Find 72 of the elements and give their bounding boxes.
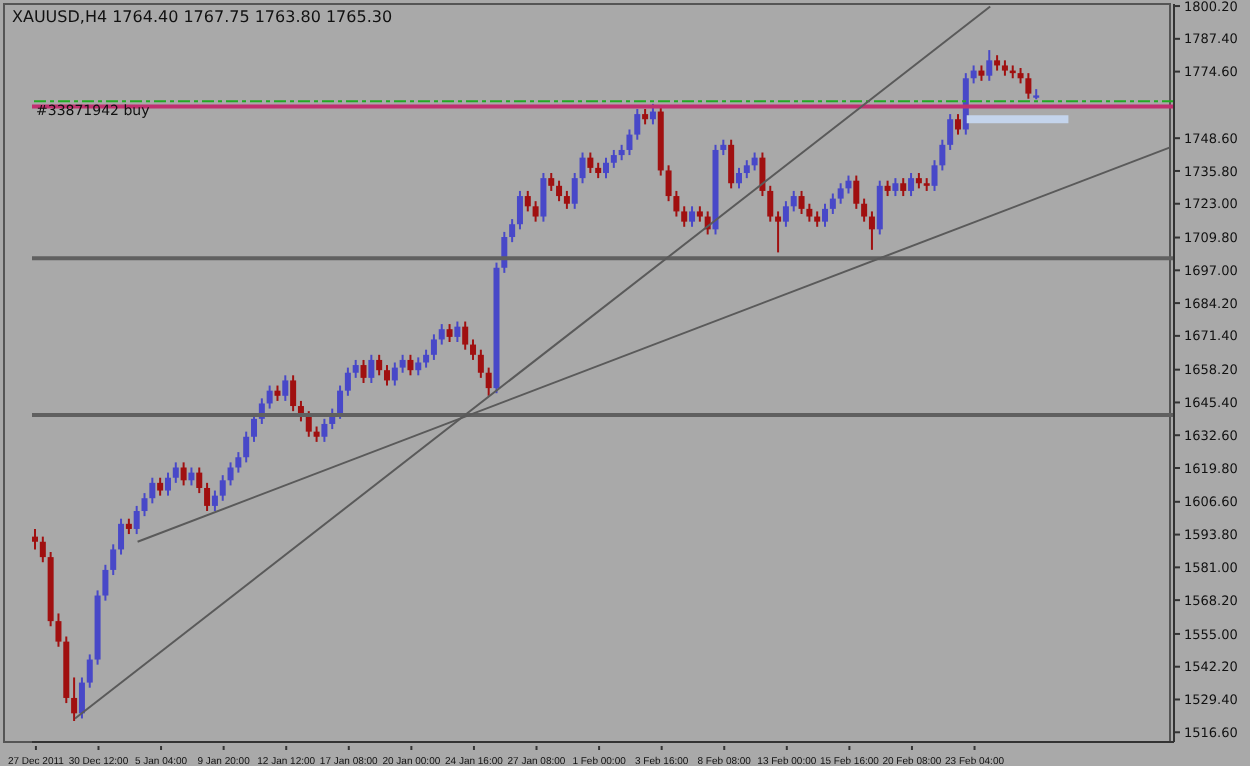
candlestick [908, 172, 915, 198]
candlestick [689, 205, 696, 228]
candlestick [853, 174, 860, 210]
candlestick [470, 338, 477, 361]
candlestick [118, 517, 125, 556]
candlestick [759, 151, 766, 198]
candlestick [868, 210, 875, 251]
candlestick [180, 461, 187, 487]
candlestick [407, 353, 414, 377]
candlestick [172, 461, 179, 484]
candlestick [219, 474, 226, 502]
candlestick [876, 179, 883, 236]
candlestick [266, 384, 273, 410]
candlestick [251, 412, 258, 443]
candlestick [579, 151, 586, 185]
candlestick [485, 366, 492, 397]
candlestick [767, 184, 774, 223]
candlestick [822, 202, 829, 228]
candlestick [861, 197, 868, 223]
candlestick [524, 189, 531, 213]
candlestick [571, 172, 578, 210]
candlestick [164, 471, 171, 497]
candlestick [430, 333, 437, 361]
candlestick [1025, 72, 1032, 100]
candlestick [383, 364, 390, 387]
candlestick [196, 466, 203, 495]
candlestick [454, 320, 461, 344]
candlestick [540, 172, 547, 223]
candlestick [204, 481, 211, 513]
candlestick [532, 200, 539, 223]
candlestick [360, 358, 367, 384]
candlestick [735, 166, 742, 190]
candlestick [243, 430, 250, 464]
candlestick [211, 489, 218, 513]
candlestick [775, 210, 782, 254]
candlestick [634, 107, 641, 141]
candlestick [603, 156, 609, 180]
candlestick [986, 49, 993, 82]
candlestick [282, 374, 289, 402]
candlestick [438, 323, 445, 346]
candlestick [391, 361, 398, 387]
candlestick [954, 113, 961, 136]
candlestick [305, 410, 312, 438]
candlestick [376, 353, 383, 377]
candlestick [78, 676, 85, 720]
candlestick [556, 179, 563, 203]
candlestick [71, 676, 78, 722]
candlestick [837, 182, 844, 205]
candlestick [32, 527, 38, 551]
candlestick [133, 504, 140, 536]
candlestick [681, 205, 688, 228]
candlestick [829, 192, 836, 215]
candlestick [728, 138, 735, 190]
candlestick [798, 189, 805, 215]
candlestick [477, 348, 484, 379]
candlestick [626, 128, 633, 157]
candlestick [587, 151, 594, 175]
candlestick [947, 113, 954, 151]
candlestick [516, 189, 523, 231]
candlestick [110, 543, 117, 577]
candlestick [509, 218, 516, 244]
candlestick [344, 366, 351, 397]
candlestick [290, 374, 297, 413]
candlestick [782, 200, 789, 228]
candlestick [39, 535, 46, 564]
chart-title: XAUUSD,H4 1764.40 1767.75 1763.80 1765.30 [12, 8, 393, 26]
candlestick [368, 353, 375, 384]
candlestick [86, 653, 93, 689]
candlestick [337, 384, 344, 420]
candlestick [321, 417, 328, 443]
candlestick [790, 189, 797, 213]
candlestick [462, 320, 469, 351]
